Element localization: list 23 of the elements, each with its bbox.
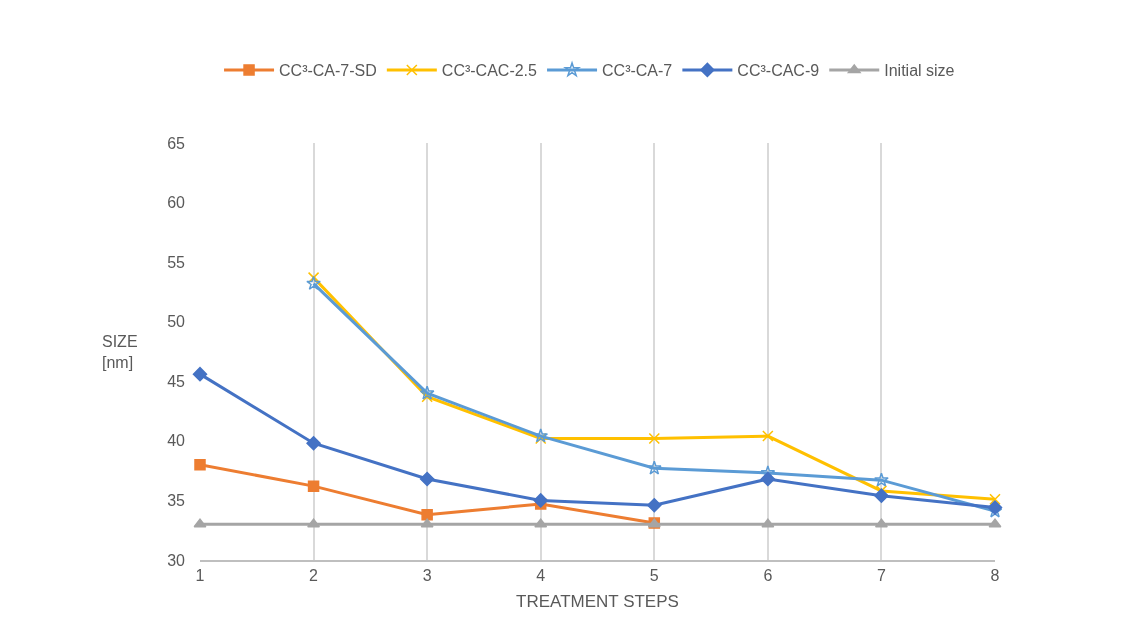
x-tick-label: 3 xyxy=(422,566,432,584)
y-tick-label: 55 xyxy=(167,253,186,271)
x-tick-label: 7 xyxy=(876,566,886,584)
legend-label: CC³-CAC-2.5 xyxy=(441,62,538,80)
legend-label: CC³-CAC-9 xyxy=(737,62,820,80)
y-axis-title: SIZE [nm] xyxy=(102,333,138,371)
x-tick-label: 8 xyxy=(990,566,1000,584)
y-tick-label: 35 xyxy=(167,492,186,510)
x-tick-label: 4 xyxy=(536,566,546,584)
y-tick-label: 45 xyxy=(167,372,186,390)
x-tick-label: 6 xyxy=(763,566,773,584)
x-tick-label: 2 xyxy=(309,566,319,584)
legend-label: CC³-CA-7-SD xyxy=(279,62,377,80)
legend-label: CC³-CA-7 xyxy=(602,62,673,80)
y-tick-label: 60 xyxy=(167,194,186,212)
y-tick-label: 40 xyxy=(167,432,186,450)
x-axis-title: TREATMENT STEPS xyxy=(516,591,679,611)
x-tick-label: 5 xyxy=(649,566,659,584)
legend-label: Initial size xyxy=(884,62,955,80)
y-tick-label: 50 xyxy=(167,313,186,331)
y-tick-label: 65 xyxy=(167,134,186,152)
y-tick-label: 30 xyxy=(167,551,186,569)
x-tick-label: 1 xyxy=(195,566,205,584)
